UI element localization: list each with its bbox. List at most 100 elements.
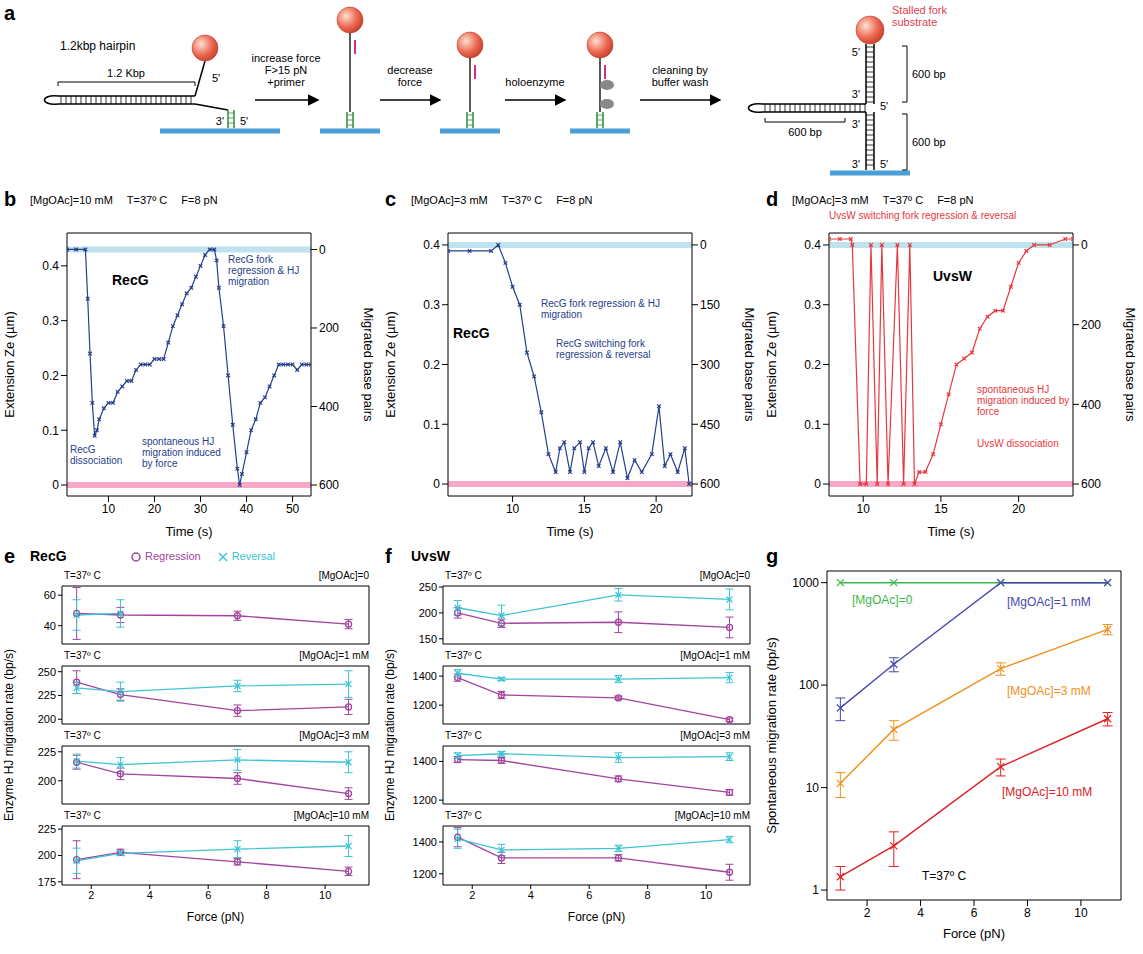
svg-text:60: 60 <box>44 589 56 601</box>
svg-text:40: 40 <box>44 620 56 632</box>
svg-text:6: 6 <box>205 889 211 901</box>
svg-text:holoenzyme: holoenzyme <box>505 76 564 88</box>
svg-text:200: 200 <box>38 713 56 725</box>
svg-text:15: 15 <box>934 502 948 516</box>
svg-text:Migrated base pairs: Migrated base pairs <box>1123 307 1138 422</box>
svg-text:8: 8 <box>645 889 651 901</box>
svg-text:1.2 Kbp: 1.2 Kbp <box>107 67 145 79</box>
svg-text:175: 175 <box>38 876 56 888</box>
svg-text:100: 100 <box>799 678 819 692</box>
svg-text:600 bp: 600 bp <box>912 136 946 148</box>
svg-text:200: 200 <box>38 775 56 787</box>
svg-text:0.1: 0.1 <box>423 418 440 432</box>
svg-text:0.3: 0.3 <box>804 298 821 312</box>
svg-text:1400: 1400 <box>413 670 437 682</box>
svg-text:5': 5' <box>212 72 220 84</box>
svg-text:225: 225 <box>38 746 56 758</box>
svg-text:6: 6 <box>971 906 978 920</box>
svg-text:6: 6 <box>586 889 592 901</box>
svg-text:Stalled forksubstrate: Stalled forksubstrate <box>892 4 948 28</box>
svg-text:50: 50 <box>286 502 300 516</box>
svg-text:Force (pN): Force (pN) <box>568 910 625 924</box>
svg-text:1000: 1000 <box>792 576 819 590</box>
svg-text:Time (s): Time (s) <box>546 524 593 539</box>
svg-text:1400: 1400 <box>413 755 437 767</box>
svg-text:400: 400 <box>319 400 339 414</box>
svg-text:5': 5' <box>880 158 888 170</box>
svg-text:3': 3' <box>852 88 860 100</box>
svg-text:8: 8 <box>1024 906 1031 920</box>
svg-text:200: 200 <box>319 321 339 335</box>
svg-text:150: 150 <box>700 298 720 312</box>
svg-text:Spontaneous migration rate (bp: Spontaneous migration rate (bp/s) <box>764 637 779 834</box>
svg-text:10: 10 <box>700 889 712 901</box>
svg-text:1: 1 <box>812 883 819 897</box>
svg-text:4: 4 <box>147 889 153 901</box>
svg-text:Migrated base pairs: Migrated base pairs <box>361 307 376 422</box>
svg-text:20: 20 <box>649 502 663 516</box>
svg-text:0: 0 <box>319 243 326 257</box>
svg-text:3': 3' <box>852 158 860 170</box>
svg-text:15: 15 <box>578 502 592 516</box>
svg-text:2: 2 <box>88 889 94 901</box>
svg-text:0: 0 <box>700 238 707 252</box>
svg-text:0.1: 0.1 <box>804 418 821 432</box>
svg-text:10: 10 <box>102 502 116 516</box>
svg-text:200: 200 <box>38 849 56 861</box>
svg-text:cleaning bybuffer wash: cleaning bybuffer wash <box>652 64 709 88</box>
svg-text:1200: 1200 <box>413 794 437 806</box>
svg-text:20: 20 <box>1012 502 1026 516</box>
svg-text:1400: 1400 <box>413 836 437 848</box>
svg-text:10: 10 <box>506 502 520 516</box>
svg-text:0.2: 0.2 <box>423 358 440 372</box>
svg-text:1200: 1200 <box>413 868 437 880</box>
svg-text:1200: 1200 <box>413 699 437 711</box>
svg-text:600: 600 <box>700 477 720 491</box>
svg-text:0: 0 <box>814 477 821 491</box>
svg-text:600: 600 <box>319 478 339 492</box>
svg-text:200: 200 <box>419 607 437 619</box>
svg-text:20: 20 <box>148 502 162 516</box>
svg-text:decreaseforce: decreaseforce <box>387 64 432 88</box>
svg-text:0.2: 0.2 <box>42 369 59 383</box>
svg-text:Extension Ze (µm): Extension Ze (µm) <box>2 311 17 417</box>
svg-text:3': 3' <box>216 115 224 127</box>
svg-text:4: 4 <box>528 889 534 901</box>
svg-text:5': 5' <box>240 115 248 127</box>
svg-text:250: 250 <box>38 666 56 678</box>
svg-text:Extension Ze (µm): Extension Ze (µm) <box>764 311 779 417</box>
svg-text:5': 5' <box>880 100 888 112</box>
svg-text:225: 225 <box>38 689 56 701</box>
svg-text:600 bp: 600 bp <box>788 126 822 138</box>
svg-text:30: 30 <box>194 502 208 516</box>
svg-text:600 bp: 600 bp <box>912 68 946 80</box>
svg-text:150: 150 <box>419 633 437 645</box>
svg-text:300: 300 <box>700 358 720 372</box>
svg-text:225: 225 <box>38 823 56 835</box>
svg-text:4: 4 <box>917 906 924 920</box>
svg-text:Migrated base pairs: Migrated base pairs <box>742 307 757 422</box>
svg-text:400: 400 <box>1081 398 1101 412</box>
svg-text:8: 8 <box>264 889 270 901</box>
svg-text:Force (pN): Force (pN) <box>187 910 244 924</box>
svg-text:0: 0 <box>1081 238 1088 252</box>
svg-text:10: 10 <box>319 889 331 901</box>
svg-text:3': 3' <box>852 118 860 130</box>
svg-text:2: 2 <box>864 906 871 920</box>
svg-text:250: 250 <box>419 581 437 593</box>
svg-text:450: 450 <box>700 418 720 432</box>
svg-text:200: 200 <box>1081 318 1101 332</box>
svg-text:2: 2 <box>469 889 475 901</box>
svg-text:0.4: 0.4 <box>42 259 59 273</box>
svg-text:0.3: 0.3 <box>423 298 440 312</box>
svg-text:Enzyme HJ migration rate (bp/s: Enzyme HJ migration rate (bp/s) <box>383 649 397 821</box>
svg-text:1.2kbp hairpin: 1.2kbp hairpin <box>60 39 135 53</box>
svg-text:0.2: 0.2 <box>804 358 821 372</box>
svg-text:Force (pN): Force (pN) <box>943 926 1005 941</box>
svg-text:Time (s): Time (s) <box>165 524 212 539</box>
svg-text:0.1: 0.1 <box>42 424 59 438</box>
svg-text:40: 40 <box>240 502 254 516</box>
svg-text:0.4: 0.4 <box>804 238 821 252</box>
svg-text:0: 0 <box>52 478 59 492</box>
svg-text:0.3: 0.3 <box>42 314 59 328</box>
